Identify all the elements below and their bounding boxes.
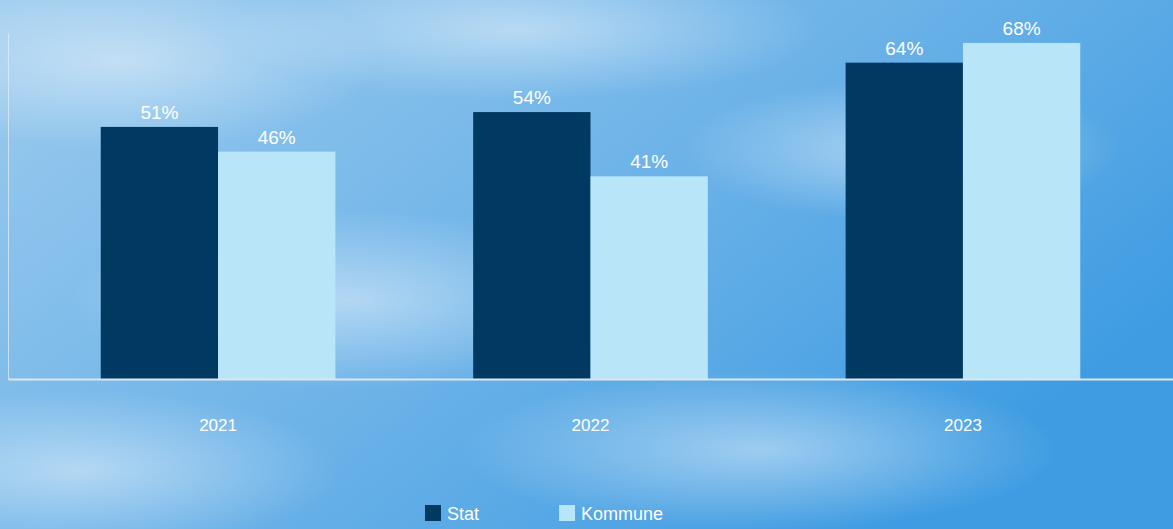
bars (101, 43, 1081, 379)
legend: Stat Kommune (425, 504, 663, 524)
legend-label: Stat (447, 504, 479, 524)
bar (101, 127, 218, 379)
data-label: 51% (140, 102, 178, 123)
cloud (0, 390, 340, 529)
chart: 51% 54% 64% 46% 41% 68% 2021 2022 2023 Stat Kommun… (0, 0, 1173, 529)
x-tick: 2022 (572, 379, 610, 435)
data-label: 68% (1003, 18, 1041, 39)
cloud (460, 370, 1060, 529)
data-label: 64% (885, 38, 923, 59)
legend-swatch (425, 505, 441, 521)
bar (591, 176, 708, 379)
cloud (220, 0, 820, 100)
x-tick-label: 2023 (944, 416, 982, 435)
y-axis-line (8, 34, 9, 380)
bar (963, 43, 1080, 379)
x-axis-line (9, 379, 1173, 381)
legend-item: Stat (425, 504, 479, 524)
bar (218, 152, 335, 379)
x-tick: 2021 (199, 379, 237, 435)
bar (846, 63, 963, 379)
bar (473, 112, 590, 379)
x-tick: 2023 (944, 379, 982, 435)
data-label: 46% (258, 127, 296, 148)
x-axis: 2021 2022 2023 (9, 379, 1173, 435)
legend-swatch (559, 505, 575, 521)
data-labels: 51% 54% 64% 46% 41% 68% (140, 18, 1040, 172)
x-tick-label: 2021 (199, 416, 237, 435)
x-tick-label: 2022 (572, 416, 610, 435)
legend-label: Kommune (581, 504, 663, 524)
y-axis (8, 34, 9, 380)
legend-item: Kommune (559, 504, 663, 524)
data-label: 41% (630, 151, 668, 172)
data-label: 54% (513, 87, 551, 108)
